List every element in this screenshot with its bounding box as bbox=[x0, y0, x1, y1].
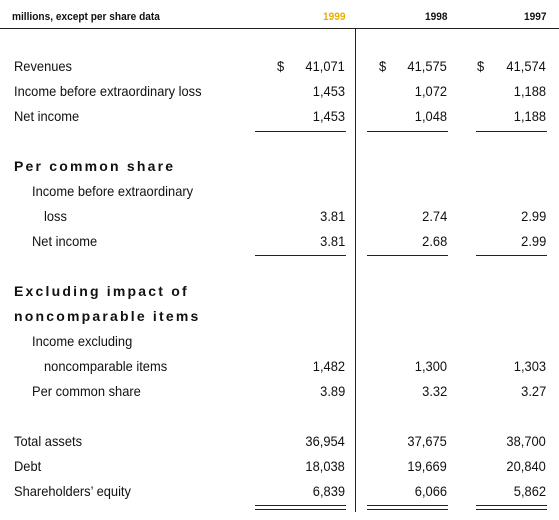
row-label: loss bbox=[44, 208, 67, 224]
underline bbox=[255, 509, 346, 510]
row-label: Net income bbox=[14, 108, 80, 124]
year-header: 1999 bbox=[322, 11, 345, 23]
underline bbox=[476, 131, 547, 132]
underline bbox=[255, 131, 346, 132]
cell-value: 38,700 bbox=[506, 433, 546, 449]
row-label: Debt bbox=[14, 458, 42, 474]
cell-value: 3.81 bbox=[319, 208, 345, 224]
row-label: Net income bbox=[32, 233, 98, 249]
underline bbox=[255, 505, 346, 506]
underline bbox=[367, 509, 448, 510]
underline bbox=[476, 509, 547, 510]
cell-value: 36,954 bbox=[305, 433, 345, 449]
cell-value: 18,038 bbox=[305, 458, 345, 474]
cell-value: 2.74 bbox=[421, 208, 447, 224]
underline bbox=[476, 505, 547, 506]
cell-value: 1,048 bbox=[414, 108, 447, 124]
cell-value: 6,066 bbox=[414, 483, 447, 499]
cell-value: 3.81 bbox=[319, 233, 345, 249]
underline bbox=[367, 131, 448, 132]
row-label: Total assets bbox=[14, 433, 83, 449]
row-label: Income before extraordinary bbox=[32, 183, 194, 199]
row-label: Income excluding bbox=[32, 333, 133, 349]
cell-value: 2.99 bbox=[520, 208, 546, 224]
cell-value: 3.27 bbox=[520, 383, 546, 399]
year-header: 1998 bbox=[424, 11, 447, 23]
row-label: Per common share bbox=[32, 383, 141, 399]
row-label: Revenues bbox=[14, 58, 73, 74]
underline bbox=[367, 505, 448, 506]
cell-value: 41,071 bbox=[305, 58, 345, 74]
cell-value: 1,453 bbox=[312, 83, 345, 99]
cell-value: 6,839 bbox=[312, 483, 345, 499]
section-heading: Per common share bbox=[14, 158, 176, 174]
cell-value: 5,862 bbox=[513, 483, 546, 499]
underline bbox=[367, 255, 448, 256]
cell-value: 19,669 bbox=[407, 458, 447, 474]
currency-sign: $ bbox=[379, 58, 387, 74]
row-label: Income before extraordinary loss bbox=[14, 83, 202, 99]
cell-value: 1,482 bbox=[312, 358, 345, 374]
cell-value: 20,840 bbox=[506, 458, 546, 474]
caption: millions, except per share data bbox=[12, 11, 160, 23]
section-heading: Excluding impact of bbox=[14, 283, 189, 299]
row-label: Shareholders’ equity bbox=[14, 483, 131, 499]
currency-sign: $ bbox=[277, 58, 285, 74]
header-rule bbox=[0, 28, 559, 29]
cell-value: 1,188 bbox=[513, 108, 546, 124]
section-heading: noncomparable items bbox=[14, 308, 201, 324]
column-divider bbox=[355, 28, 356, 512]
cell-value: 1,300 bbox=[414, 358, 447, 374]
cell-value: 3.89 bbox=[319, 383, 345, 399]
cell-value: 1,453 bbox=[312, 108, 345, 124]
cell-value: 1,072 bbox=[414, 83, 447, 99]
cell-value: 41,575 bbox=[407, 58, 447, 74]
cell-value: 3.32 bbox=[421, 383, 447, 399]
currency-sign: $ bbox=[477, 58, 485, 74]
cell-value: 2.68 bbox=[421, 233, 447, 249]
cell-value: 37,675 bbox=[407, 433, 447, 449]
year-header: 1997 bbox=[523, 11, 546, 23]
cell-value: 41,574 bbox=[506, 58, 546, 74]
cell-value: 1,188 bbox=[513, 83, 546, 99]
underline bbox=[476, 255, 547, 256]
row-label: noncomparable items bbox=[44, 358, 168, 374]
cell-value: 2.99 bbox=[520, 233, 546, 249]
cell-value: 1,303 bbox=[513, 358, 546, 374]
underline bbox=[255, 255, 346, 256]
